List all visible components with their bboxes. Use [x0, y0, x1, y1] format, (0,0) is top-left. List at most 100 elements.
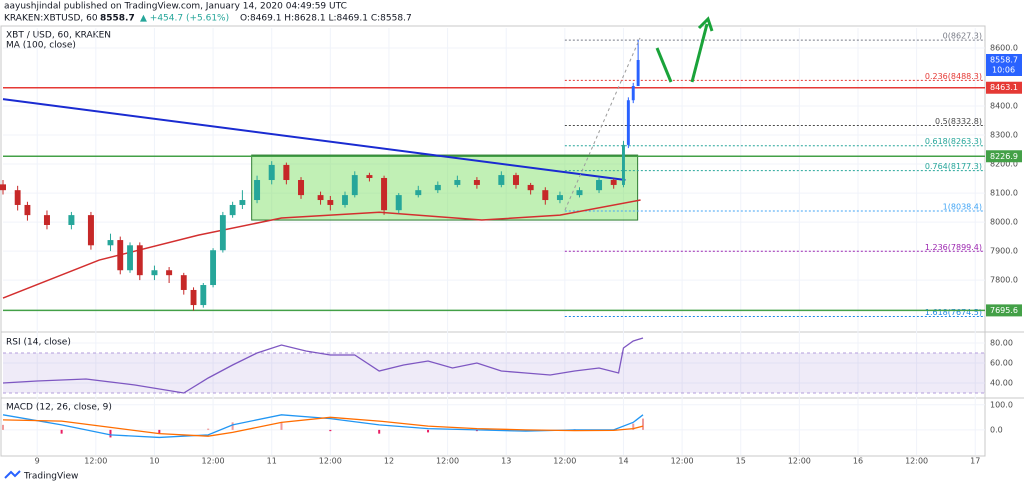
x-tick-label: 10 — [149, 457, 159, 466]
indicator-line — [2, 337, 644, 394]
candle-body — [473, 180, 480, 185]
candle-body — [327, 200, 334, 205]
last-price-label: 8558.7 — [990, 55, 1018, 64]
candle-body — [454, 180, 461, 185]
candle-body — [127, 245, 133, 271]
x-tick-label: 12:00 — [671, 457, 694, 466]
x-tick-label: 11 — [267, 457, 277, 466]
last-price-badge — [986, 53, 1022, 76]
candle-body — [626, 100, 630, 145]
green-arrow-up — [690, 16, 714, 83]
candle-body — [283, 164, 290, 181]
candle-body — [631, 85, 635, 101]
candle-body — [527, 184, 534, 191]
y-tick-label: 80.00 — [990, 339, 1013, 348]
rsi-band — [3, 353, 985, 393]
x-tick-label: 12 — [384, 457, 394, 466]
level-label: 7695.6 — [990, 306, 1018, 315]
candle-body — [415, 190, 422, 196]
y-tick-label: 7800.0 — [990, 276, 1018, 285]
logo — [4, 470, 21, 479]
x-tick-label: 14 — [618, 457, 628, 466]
fib-label: 0.236(8488.3) — [925, 72, 982, 81]
candle-body — [117, 240, 124, 271]
candle-body — [610, 180, 617, 185]
y-tick-label: 8200.0 — [990, 160, 1018, 169]
fib-label: 0.5(8332.8) — [935, 117, 982, 126]
level-label: 8463.1 — [990, 83, 1018, 92]
x-tick-label: 16 — [853, 457, 863, 466]
level-badge — [986, 150, 1022, 163]
y-tick-label: 8100.0 — [990, 189, 1018, 198]
candle-body — [166, 270, 173, 276]
fib-label: 1(8038.4) — [943, 202, 982, 211]
x-tick-label: 13 — [501, 457, 511, 466]
y-tick-label: 40.00 — [990, 379, 1013, 388]
histogram-bar — [207, 428, 210, 430]
green-arrow-down — [655, 47, 673, 83]
candle-body — [298, 180, 305, 196]
candle-body — [43, 215, 50, 225]
x-tick-label: 15 — [736, 457, 746, 466]
candle-body — [434, 184, 441, 191]
trend-line — [2, 98, 626, 182]
candle-body — [351, 175, 358, 196]
x-tick-label: 12:00 — [202, 457, 225, 466]
candle-body — [0, 184, 6, 191]
candle-body — [68, 215, 75, 225]
x-tick-label: 17 — [970, 457, 980, 466]
candle-body — [107, 240, 114, 246]
candle-body — [190, 289, 197, 306]
y-tick-label: 8600.0 — [990, 44, 1018, 53]
fib-label: 0(8627.3) — [943, 32, 982, 41]
ohlc: O:8469.1 H:8628.1 L:8469.1 C:8558.7 — [240, 14, 412, 24]
candle-body — [24, 204, 31, 216]
x-tick-label: 12:00 — [319, 457, 342, 466]
x-tick-label: 12:00 — [905, 457, 928, 466]
histogram-bar — [642, 418, 645, 430]
level-badge — [986, 81, 1022, 94]
plot-layer: 7800.0 7900.0 8000.0 8100.0 8200.0 8300.0 8400… — [0, 28, 1022, 466]
level-badge — [986, 304, 1022, 317]
candle-body — [622, 144, 625, 185]
histogram-bar — [231, 422, 234, 430]
candle-body — [366, 175, 373, 178]
fib-label: 1.618(7674.5) — [925, 308, 982, 317]
moving-average — [2, 199, 641, 299]
candle-body — [136, 245, 143, 276]
x-tick-label: 12:00 — [84, 457, 107, 466]
candle-body — [498, 175, 505, 185]
candle-body — [210, 250, 217, 286]
symbol: KRAKEN:XBTUSD, 60 — [4, 14, 98, 24]
candle-body — [381, 177, 388, 211]
histogram-bar — [632, 423, 635, 430]
candle-body — [268, 164, 275, 181]
histogram-bar — [109, 429, 112, 438]
y-tick-label: 8000.0 — [990, 218, 1018, 227]
candle-body — [512, 175, 519, 185]
pane-title: XBT / USD, 60, KRAKEN — [6, 31, 111, 41]
candle-body — [239, 200, 246, 205]
histogram-bar — [378, 429, 381, 434]
candle-body — [342, 195, 348, 205]
ma-legend: MA (100, close) — [6, 41, 76, 51]
candle-body — [219, 215, 226, 251]
x-tick-label: 12:00 — [436, 457, 459, 466]
candle-body — [151, 270, 158, 276]
pane-title: RSI (14, close) — [6, 338, 71, 348]
footer: TradingView — [23, 472, 78, 482]
histogram-bar — [158, 429, 161, 434]
candle-body — [395, 195, 402, 211]
fib-label: 1.236(7899.4) — [925, 243, 982, 252]
candle-body — [180, 275, 187, 290]
y-tick-label: 0.0 — [990, 425, 1003, 434]
histogram-bar — [2, 424, 4, 430]
histogram-bar — [427, 429, 430, 433]
indicator-line — [2, 416, 644, 437]
candle-body — [200, 285, 207, 306]
candle-body — [229, 204, 236, 216]
x-tick-label: 9 — [35, 457, 40, 466]
candle-body — [254, 180, 261, 201]
